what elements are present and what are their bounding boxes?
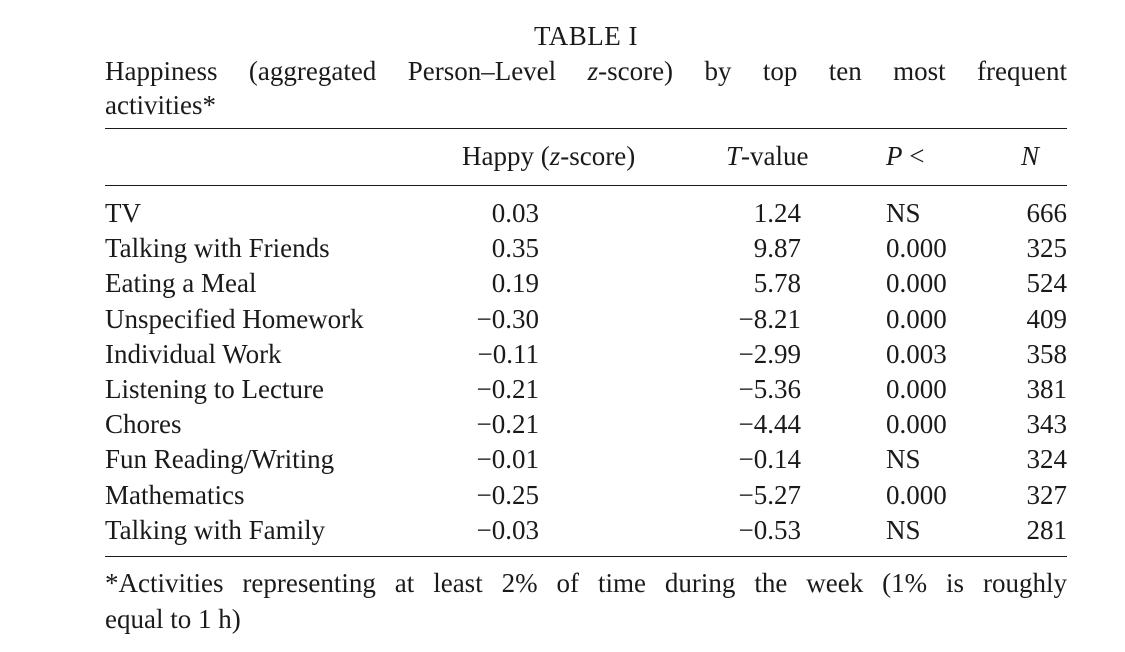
- cell-happy: 0.03: [491, 198, 539, 228]
- cell-p: NS: [886, 444, 921, 475]
- cell-p: 0.003: [886, 338, 947, 369]
- cell-t-value: −5.36: [738, 373, 801, 404]
- cell-activity: Chores: [105, 409, 182, 440]
- cell-n: 281: [1026, 514, 1068, 545]
- table-caption: Happiness (aggregated Person–Level z-sco…: [105, 54, 1067, 122]
- cell-t-value: 5.78: [753, 268, 801, 299]
- table-row: Unspecified Homework −0.30 −8.21 0.000 409: [105, 302, 1067, 337]
- table-container: TABLE I Happiness (aggregated Person–Lev…: [105, 18, 1067, 637]
- table-row: TV 0.03 1.24 NS 666: [105, 196, 1067, 231]
- header-t-value: T-value: [726, 141, 809, 171]
- cell-n: 327: [1026, 479, 1068, 510]
- footnote-line-2: equal to 1 h): [105, 603, 241, 634]
- cell-activity: Talking with Family: [105, 514, 326, 545]
- table-footnote: *Activities representing at least 2% of …: [105, 565, 1067, 637]
- table-body: TV 0.03 1.24 NS 666 Talking with Friends 0.35 9…: [105, 186, 1067, 556]
- cell-n: 343: [1026, 409, 1068, 440]
- cell-happy: −0.30: [476, 303, 539, 334]
- top-rule: [105, 128, 1067, 129]
- cell-happy: 0.35: [491, 233, 539, 264]
- bottom-rule: [105, 555, 1067, 557]
- caption-line-2: activities*: [105, 90, 216, 120]
- cell-n: 325: [1026, 233, 1068, 264]
- header-p: P <: [886, 141, 925, 171]
- table-row: Individual Work −0.11 −2.99 0.003 358: [105, 337, 1067, 372]
- cell-activity: Unspecified Homework: [105, 303, 364, 334]
- cell-activity: Listening to Lecture: [105, 373, 324, 404]
- cell-activity: TV: [105, 198, 141, 228]
- table-row: Talking with Family −0.03 −0.53 NS 281: [105, 513, 1067, 548]
- cell-t-value: 1.24: [753, 198, 801, 228]
- cell-n: 324: [1026, 444, 1068, 475]
- table-row: Listening to Lecture −0.21 −5.36 0.000 381: [105, 372, 1067, 407]
- cell-activity: Talking with Friends: [105, 233, 330, 264]
- cell-happy: −0.21: [476, 373, 539, 404]
- table-row: Chores −0.21 −4.44 0.000 343: [105, 407, 1067, 442]
- cell-n: 358: [1026, 338, 1068, 369]
- cell-happy: −0.11: [477, 338, 539, 369]
- cell-t-value: −5.27: [738, 479, 801, 510]
- table-row: Fun Reading/Writing −0.01 −0.14 NS 324: [105, 442, 1067, 477]
- cell-activity: Mathematics: [105, 479, 245, 510]
- table-header: Happy (z-score) T-value P < N: [105, 129, 1067, 185]
- cell-activity: Eating a Meal: [105, 268, 257, 299]
- cell-p: NS: [886, 514, 921, 545]
- cell-activity: Fun Reading/Writing: [105, 444, 335, 475]
- cell-activity: Individual Work: [105, 338, 282, 369]
- cell-happy: −0.03: [476, 514, 539, 545]
- footnote-line-1: *Activities representing at least 2% of …: [105, 567, 1067, 598]
- cell-p: NS: [886, 198, 921, 228]
- cell-t-value: −0.14: [738, 444, 801, 475]
- cell-p: 0.000: [886, 303, 947, 334]
- cell-p: 0.000: [886, 233, 947, 264]
- cell-n: 409: [1026, 303, 1068, 334]
- cell-p: 0.000: [886, 479, 947, 510]
- cell-n: 381: [1026, 373, 1068, 404]
- cell-p: 0.000: [886, 268, 947, 299]
- cell-t-value: 9.87: [753, 233, 801, 264]
- cell-happy: −0.01: [476, 444, 539, 475]
- header-n: N: [1020, 141, 1039, 171]
- table-label: TABLE I: [533, 21, 639, 51]
- cell-t-value: −8.21: [738, 303, 801, 334]
- cell-t-value: −0.53: [738, 514, 801, 545]
- cell-n: 524: [1026, 268, 1068, 299]
- cell-t-value: −4.44: [738, 409, 801, 440]
- table-row: Talking with Friends 0.35 9.87 0.000 325: [105, 231, 1067, 266]
- caption-line-1: Happiness (aggregated Person–Level z-sco…: [105, 56, 1067, 86]
- header-rule: [105, 185, 1067, 186]
- cell-p: 0.000: [886, 373, 947, 404]
- table-row: Mathematics −0.25 −5.27 0.000 327: [105, 478, 1067, 513]
- cell-happy: −0.21: [476, 409, 539, 440]
- cell-happy: −0.25: [476, 479, 539, 510]
- cell-happy: 0.19: [491, 268, 539, 299]
- cell-t-value: −2.99: [738, 338, 801, 369]
- table-row: Eating a Meal 0.19 5.78 0.000 524: [105, 266, 1067, 301]
- header-happy: Happy (z-score): [462, 141, 636, 171]
- cell-n: 666: [1026, 198, 1068, 228]
- cell-p: 0.000: [886, 409, 947, 440]
